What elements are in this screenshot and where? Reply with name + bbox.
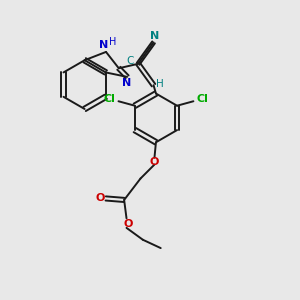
Text: O: O [95,193,104,203]
Text: C: C [126,56,134,66]
Text: Cl: Cl [103,94,116,104]
Text: Cl: Cl [196,94,208,104]
Text: N: N [149,31,159,41]
Text: O: O [150,158,159,167]
Text: N: N [99,40,108,50]
Text: H: H [156,79,164,89]
Text: H: H [109,38,116,47]
Text: O: O [123,219,133,229]
Text: N: N [122,78,132,88]
